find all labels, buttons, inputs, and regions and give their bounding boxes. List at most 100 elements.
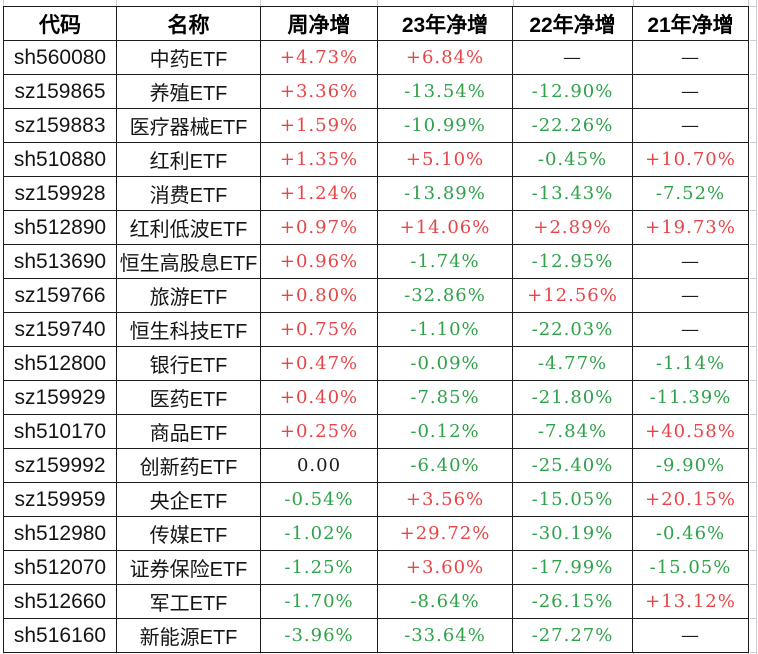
column-header-y22[interactable]: 22年净增 <box>512 6 633 41</box>
cell-y21-net[interactable]: -11.39% <box>632 380 749 415</box>
cell-y22-net[interactable]: -25.40% <box>512 448 633 483</box>
cell-code[interactable]: sz159929 <box>3 380 117 415</box>
cell-code[interactable]: sz159883 <box>3 108 117 143</box>
cell-name[interactable]: 旅游ETF <box>116 278 261 313</box>
cell-week-net[interactable]: 0.00 <box>260 448 378 483</box>
cell-code[interactable]: sz159740 <box>3 312 117 347</box>
cell-y23-net[interactable]: +6.84% <box>377 40 513 75</box>
cell-y21-net[interactable]: -9.90% <box>632 448 749 483</box>
cell-code[interactable]: sh510170 <box>3 414 117 449</box>
cell-y23-net[interactable]: +3.60% <box>377 550 513 585</box>
cell-name[interactable]: 消费ETF <box>116 176 261 211</box>
column-header-y23[interactable]: 23年净增 <box>377 6 513 41</box>
cell-week-net[interactable]: +0.47% <box>260 346 378 381</box>
cell-week-net[interactable]: +0.40% <box>260 380 378 415</box>
cell-week-net[interactable]: +0.25% <box>260 414 378 449</box>
cell-y22-net[interactable]: -7.84% <box>512 414 633 449</box>
cell-y21-net[interactable]: — <box>632 618 749 653</box>
cell-y22-net[interactable]: -13.43% <box>512 176 633 211</box>
cell-code[interactable]: sz159865 <box>3 74 117 109</box>
cell-y23-net[interactable]: -32.86% <box>377 278 513 313</box>
cell-week-net[interactable]: +3.36% <box>260 74 378 109</box>
cell-code[interactable]: sz159766 <box>3 278 117 313</box>
cell-y21-net[interactable]: — <box>632 108 749 143</box>
cell-week-net[interactable]: +1.35% <box>260 142 378 177</box>
cell-y22-net[interactable]: -22.03% <box>512 312 633 347</box>
cell-code[interactable]: sh513690 <box>3 244 117 279</box>
cell-code[interactable]: sh512660 <box>3 584 117 619</box>
cell-y21-net[interactable]: -0.46% <box>632 516 749 551</box>
cell-y23-net[interactable]: -1.74% <box>377 244 513 279</box>
cell-y22-net[interactable]: -27.27% <box>512 618 633 653</box>
cell-y22-net[interactable]: -26.15% <box>512 584 633 619</box>
cell-code[interactable]: sh560080 <box>3 40 117 75</box>
cell-y21-net[interactable]: -7.52% <box>632 176 749 211</box>
cell-y21-net[interactable]: +19.73% <box>632 210 749 245</box>
cell-y23-net[interactable]: +14.06% <box>377 210 513 245</box>
cell-week-net[interactable]: +4.73% <box>260 40 378 75</box>
cell-y22-net[interactable]: -12.90% <box>512 74 633 109</box>
cell-week-net[interactable]: +0.97% <box>260 210 378 245</box>
cell-y23-net[interactable]: -0.09% <box>377 346 513 381</box>
cell-y21-net[interactable]: — <box>632 74 749 109</box>
cell-y23-net[interactable]: -10.99% <box>377 108 513 143</box>
cell-name[interactable]: 传媒ETF <box>116 516 261 551</box>
cell-name[interactable]: 新能源ETF <box>116 618 261 653</box>
cell-name[interactable]: 中药ETF <box>116 40 261 75</box>
cell-y23-net[interactable]: -6.40% <box>377 448 513 483</box>
cell-y21-net[interactable]: +20.15% <box>632 482 749 517</box>
column-header-y21[interactable]: 21年净增 <box>632 6 749 41</box>
cell-week-net[interactable]: -1.02% <box>260 516 378 551</box>
cell-code[interactable]: sh512070 <box>3 550 117 585</box>
cell-name[interactable]: 恒生高股息ETF <box>116 244 261 279</box>
cell-y21-net[interactable]: +13.12% <box>632 584 749 619</box>
cell-y23-net[interactable]: +3.56% <box>377 482 513 517</box>
cell-y23-net[interactable]: -7.85% <box>377 380 513 415</box>
cell-code[interactable]: sz159992 <box>3 448 117 483</box>
cell-y22-net[interactable]: -12.95% <box>512 244 633 279</box>
cell-y21-net[interactable]: -1.14% <box>632 346 749 381</box>
cell-code[interactable]: sh516160 <box>3 618 117 653</box>
cell-y21-net[interactable]: +40.58% <box>632 414 749 449</box>
cell-code[interactable]: sh510880 <box>3 142 117 177</box>
cell-week-net[interactable]: +0.75% <box>260 312 378 347</box>
cell-y23-net[interactable]: -1.10% <box>377 312 513 347</box>
cell-y22-net[interactable]: +2.89% <box>512 210 633 245</box>
cell-week-net[interactable]: +0.96% <box>260 244 378 279</box>
cell-y22-net[interactable]: -4.77% <box>512 346 633 381</box>
cell-week-net[interactable]: -1.25% <box>260 550 378 585</box>
cell-y23-net[interactable]: -33.64% <box>377 618 513 653</box>
cell-y21-net[interactable]: — <box>632 312 749 347</box>
cell-name[interactable]: 恒生科技ETF <box>116 312 261 347</box>
column-header-week[interactable]: 周净增 <box>260 6 378 41</box>
cell-y23-net[interactable]: -0.12% <box>377 414 513 449</box>
cell-name[interactable]: 养殖ETF <box>116 74 261 109</box>
cell-y23-net[interactable]: +5.10% <box>377 142 513 177</box>
cell-y23-net[interactable]: +29.72% <box>377 516 513 551</box>
cell-code[interactable]: sh512980 <box>3 516 117 551</box>
cell-y21-net[interactable]: — <box>632 278 749 313</box>
cell-name[interactable]: 红利ETF <box>116 142 261 177</box>
cell-name[interactable]: 商品ETF <box>116 414 261 449</box>
cell-code[interactable]: sh512800 <box>3 346 117 381</box>
cell-name[interactable]: 红利低波ETF <box>116 210 261 245</box>
cell-y23-net[interactable]: -13.54% <box>377 74 513 109</box>
cell-y23-net[interactable]: -8.64% <box>377 584 513 619</box>
cell-y21-net[interactable]: -15.05% <box>632 550 749 585</box>
cell-y22-net[interactable]: +12.56% <box>512 278 633 313</box>
cell-name[interactable]: 医药ETF <box>116 380 261 415</box>
column-header-name[interactable]: 名称 <box>116 6 261 41</box>
cell-week-net[interactable]: +0.80% <box>260 278 378 313</box>
cell-y21-net[interactable]: — <box>632 244 749 279</box>
cell-y21-net[interactable]: +10.70% <box>632 142 749 177</box>
cell-week-net[interactable]: +1.59% <box>260 108 378 143</box>
cell-y22-net[interactable]: -15.05% <box>512 482 633 517</box>
cell-code[interactable]: sh512890 <box>3 210 117 245</box>
cell-code[interactable]: sz159959 <box>3 482 117 517</box>
cell-y23-net[interactable]: -13.89% <box>377 176 513 211</box>
cell-name[interactable]: 医疗器械ETF <box>116 108 261 143</box>
cell-y22-net[interactable]: -30.19% <box>512 516 633 551</box>
cell-week-net[interactable]: -1.70% <box>260 584 378 619</box>
cell-y22-net[interactable]: — <box>512 40 633 75</box>
cell-name[interactable]: 军工ETF <box>116 584 261 619</box>
